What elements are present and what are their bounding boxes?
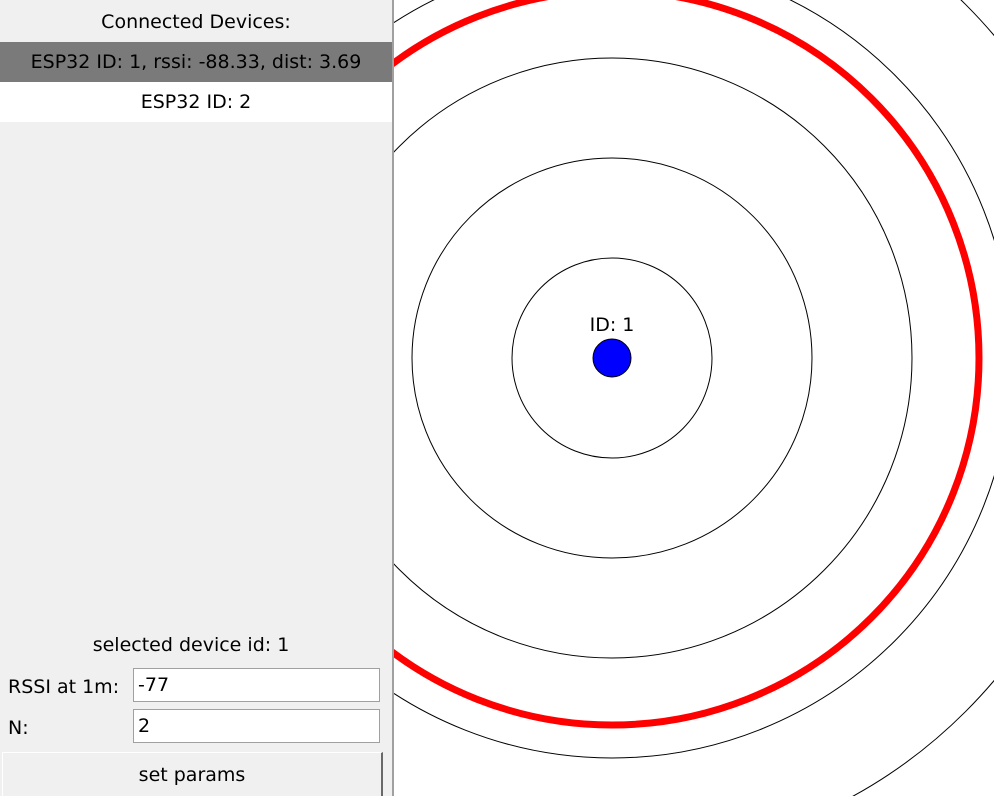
device-marker-1[interactable] <box>592 338 632 378</box>
n-param-row: N: <box>0 709 392 745</box>
grid-ring-3 <box>394 57 913 659</box>
map-canvas-svg: ID: 1 <box>394 0 994 796</box>
n-label: N: <box>8 717 29 739</box>
grid-ring-2 <box>411 157 813 559</box>
device-marker-label: ID: 1 <box>590 314 635 336</box>
distance-ring <box>394 0 983 729</box>
map-canvas[interactable]: ID: 1 <box>394 0 994 796</box>
device-list-item-2[interactable]: ESP32 ID: 2 <box>0 82 392 122</box>
grid-ring-4 <box>394 0 994 759</box>
n-input[interactable] <box>133 709 380 743</box>
connected-devices-title: Connected Devices: <box>101 11 291 33</box>
canvas-background <box>394 0 994 796</box>
panel-divider <box>392 0 394 796</box>
device-list[interactable]: ESP32 ID: 1, rssi: -88.33, dist: 3.69 ES… <box>0 42 392 122</box>
grid-rings <box>394 0 994 796</box>
selected-device-label: selected device id: 1 <box>92 634 290 656</box>
grid-ring-1 <box>511 257 713 459</box>
set-params-button[interactable]: set params <box>2 752 383 796</box>
rssi-param-row: RSSI at 1m: <box>0 668 392 704</box>
rssi-label: RSSI at 1m: <box>8 676 120 698</box>
rssi-input[interactable] <box>133 668 380 702</box>
device-list-item-1[interactable]: ESP32 ID: 1, rssi: -88.33, dist: 3.69 <box>0 42 392 82</box>
left-panel: Connected Devices: ESP32 ID: 1, rssi: -8… <box>0 0 392 796</box>
